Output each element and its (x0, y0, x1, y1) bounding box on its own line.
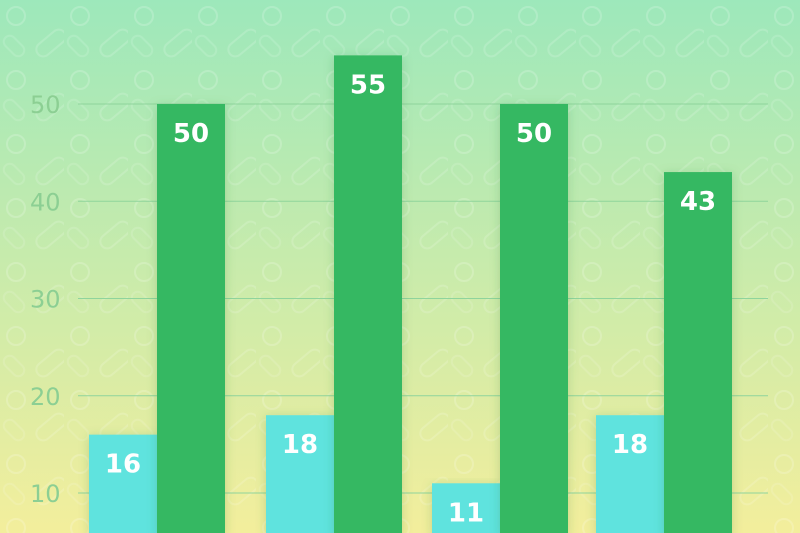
bar-series-1-category-1 (89, 434, 157, 533)
data-label: 16 (105, 450, 141, 480)
bar-series-1-category-3 (432, 483, 500, 533)
bar-series-2-category-4 (664, 172, 732, 533)
data-label: 50 (173, 119, 209, 149)
data-label: 18 (282, 430, 318, 460)
bar-series-1-category-4 (596, 415, 664, 533)
y-tick-label: 20 (30, 383, 61, 411)
y-tick-label: 10 (30, 480, 61, 508)
y-tick-label: 50 (30, 91, 61, 119)
bar-series-1-category-2 (266, 415, 334, 533)
y-tick-label: 40 (30, 188, 61, 216)
y-axis-ticks: 10 20 30 40 50 (30, 91, 61, 508)
bars (89, 55, 732, 533)
bar-series-2-category-2 (334, 55, 402, 533)
data-label: 55 (350, 70, 386, 100)
data-label: 50 (516, 119, 552, 149)
bar-series-2-category-1 (157, 104, 225, 533)
y-tick-label: 30 (30, 286, 61, 314)
data-label: 43 (680, 187, 716, 217)
data-label: 18 (612, 430, 648, 460)
data-labels: 16 18 11 18 50 55 50 43 (105, 70, 716, 528)
data-label: 11 (448, 498, 484, 528)
bar-series-2-category-3 (500, 104, 568, 533)
